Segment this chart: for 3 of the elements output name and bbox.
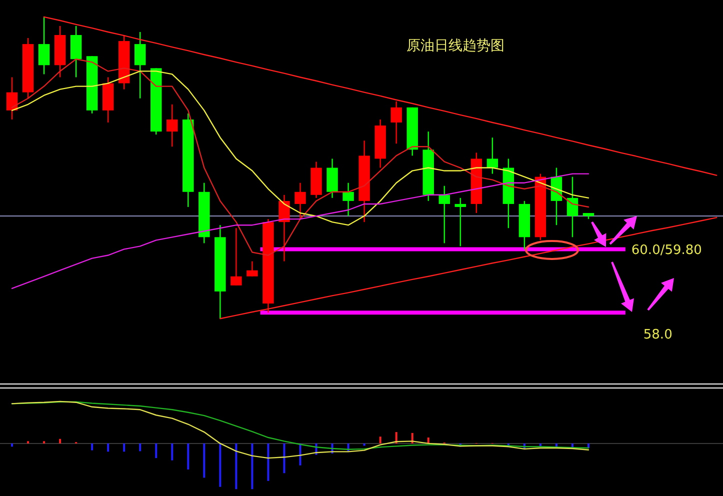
text: 原油日线趋势图 <box>406 38 504 54</box>
annotation: 60.0/59.80 <box>631 243 702 258</box>
text: 58.0 <box>643 328 672 343</box>
